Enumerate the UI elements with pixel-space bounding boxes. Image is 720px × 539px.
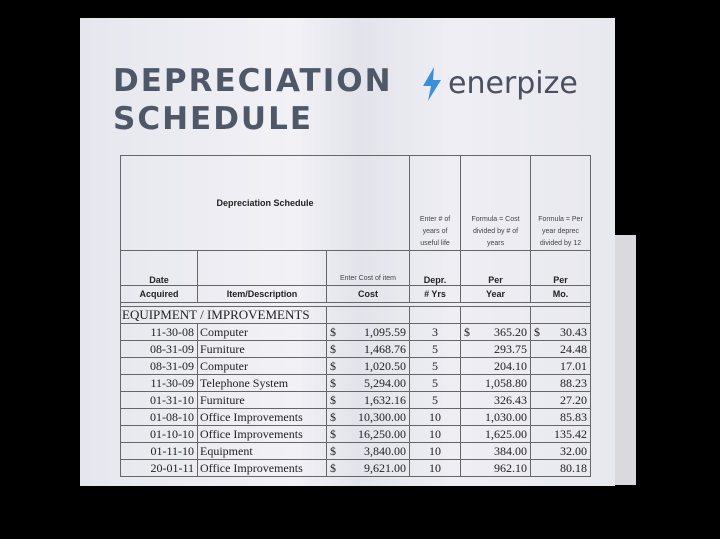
section-header: EQUIPMENT / IMPROVEMENTS bbox=[120, 306, 327, 324]
table-row: 11-30-09 Telephone System $5,294.00 5 1,… bbox=[120, 374, 592, 392]
table-row: 08-31-09 Furniture $1,468.76 5 293.75 24… bbox=[120, 340, 592, 358]
table-row: 01-11-10 Equipment $3,840.00 10 384.00 3… bbox=[120, 442, 592, 460]
document-page: DEPRECIATION SCHEDULE enerpize Depreciat… bbox=[80, 18, 615, 486]
table-row: 01-08-10 Office Improvements $10,300.00 … bbox=[120, 408, 592, 426]
table-row: 08-31-09 Computer $1,020.50 5 204.10 17.… bbox=[120, 357, 592, 375]
depreciation-table: Depreciation Schedule Enter # of years o… bbox=[119, 155, 592, 477]
table-row: 11-30-08 Computer $1,095.59 3 $365.20 $3… bbox=[120, 323, 592, 341]
enerpize-logo: enerpize bbox=[422, 66, 578, 101]
table-row: 20-01-11 Office Improvements $9,621.00 1… bbox=[120, 459, 592, 477]
table-row: 01-31-10 Furniture $1,632.16 5 326.43 27… bbox=[120, 391, 592, 409]
table-row: 01-10-10 Office Improvements $16,250.00 … bbox=[120, 425, 592, 443]
page-title: DEPRECIATION SCHEDULE bbox=[113, 63, 393, 137]
lightning-bolt-icon bbox=[423, 66, 441, 101]
table-main-header: Depreciation Schedule bbox=[119, 155, 411, 251]
